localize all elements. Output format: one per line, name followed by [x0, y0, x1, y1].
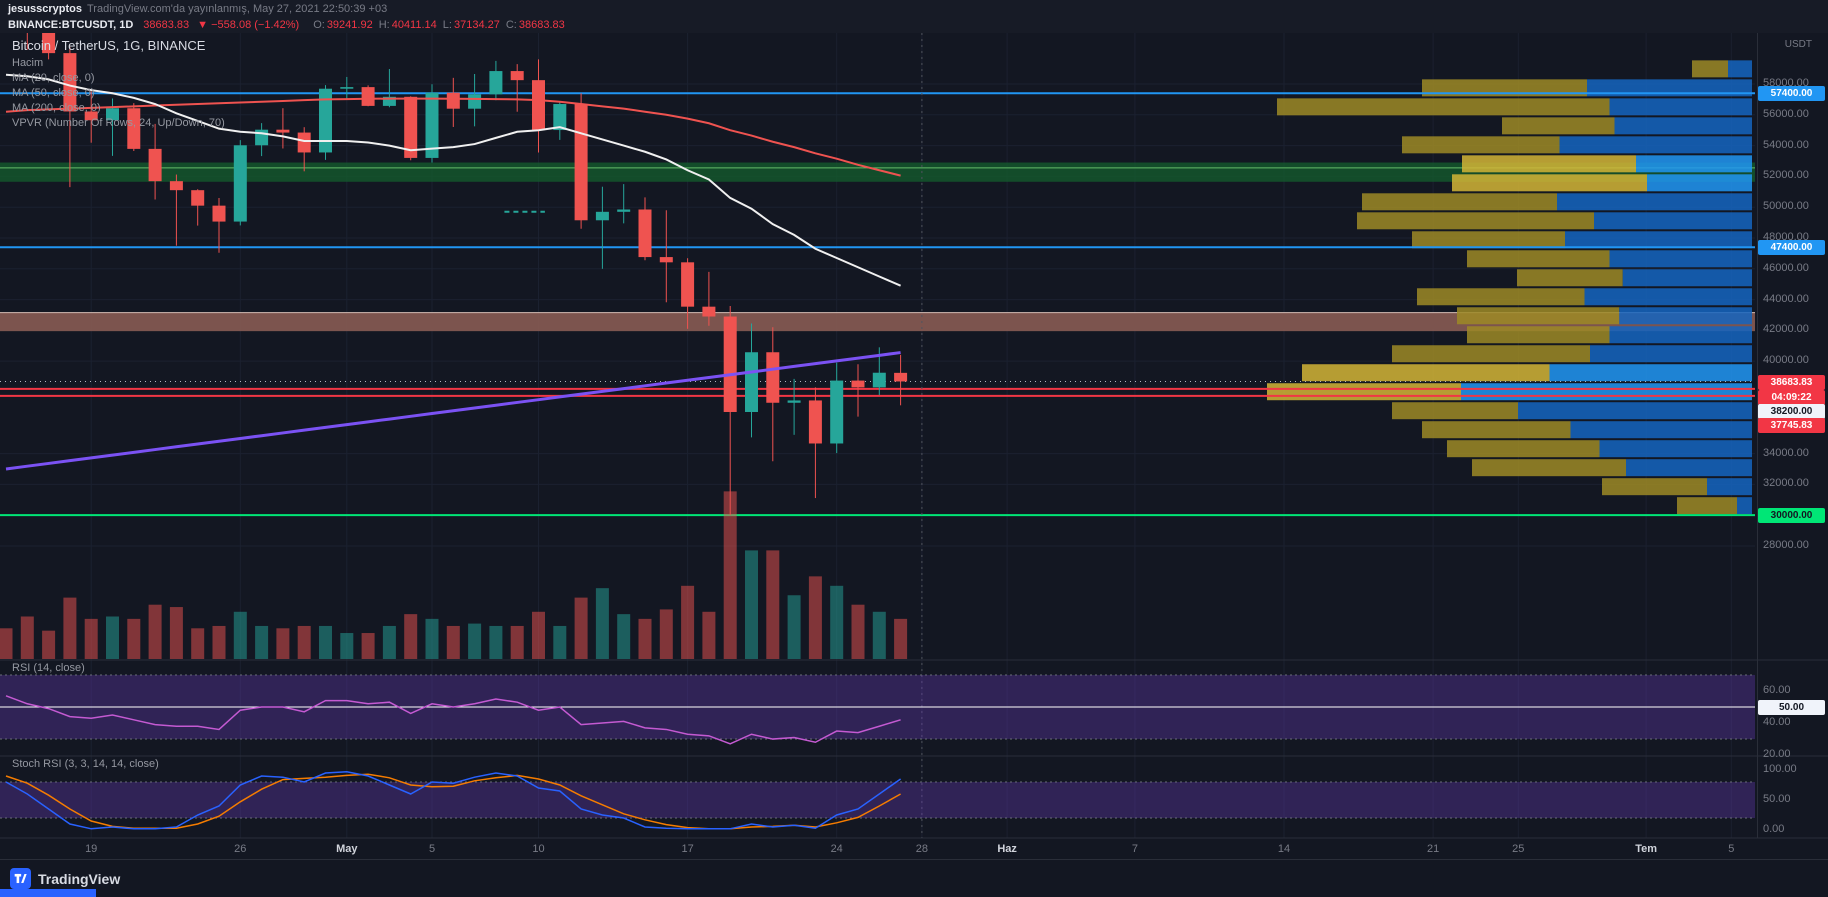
time-tick: Tem: [1635, 843, 1657, 855]
tradingview-logo-text[interactable]: TradingView: [38, 870, 121, 887]
time-tick: Haz: [997, 843, 1017, 855]
rsi-tick: 60.00: [1763, 683, 1791, 696]
price-scale-currency[interactable]: USDT: [1784, 39, 1812, 50]
price-label: 38200.00: [1758, 403, 1825, 419]
price-label: 04:09:22: [1758, 389, 1825, 405]
time-tick: 21: [1426, 843, 1440, 855]
high-value: 40411.14: [391, 19, 437, 31]
close-label: C:: [505, 19, 517, 31]
high-label: H:: [378, 19, 390, 31]
price-tick: 52000.00: [1763, 169, 1809, 182]
rsi-level-label: 50.00: [1758, 699, 1825, 715]
legend-ma50[interactable]: MA (50, close, 0): [12, 87, 95, 99]
rsi-tick: 40.00: [1763, 716, 1791, 729]
legend-ma200[interactable]: MA (200, close, 0): [12, 102, 101, 114]
time-tick: 5: [1728, 843, 1735, 855]
publisher-name[interactable]: jesusscryptos: [8, 2, 82, 15]
open-label: O:: [313, 19, 325, 31]
close-value: 38683.83: [518, 19, 565, 31]
price-tick: 32000.00: [1763, 477, 1809, 490]
time-tick: 28: [915, 843, 929, 855]
time-tick: 19: [85, 843, 98, 855]
time-scale[interactable]: [0, 838, 1757, 859]
price-label: 30000.00: [1758, 507, 1825, 523]
low-value: 37134.27: [453, 19, 500, 31]
time-tick: 10: [532, 843, 545, 855]
legend-vpvr[interactable]: VPVR (Number Of Rows, 24, Up/Down, 70): [12, 117, 225, 129]
price-tick: 44000.00: [1763, 292, 1809, 305]
price-tick: 42000.00: [1763, 323, 1809, 336]
price-label: 47400.00: [1758, 239, 1825, 255]
price-tick: 28000.00: [1763, 538, 1809, 551]
price-tick: 56000.00: [1763, 107, 1809, 120]
time-tick: 7: [1131, 843, 1138, 855]
time-tick: 14: [1277, 843, 1291, 855]
price-tick: 34000.00: [1763, 446, 1809, 459]
stoch-tick: 50.00: [1763, 793, 1791, 805]
low-label: L:: [442, 19, 452, 31]
price-tick: 54000.00: [1763, 138, 1809, 151]
publish-bar: jesusscryptos TradingView.com'da yayınla…: [0, 0, 1828, 17]
time-tick: 17: [681, 843, 694, 855]
time-tick: May: [336, 843, 358, 855]
chart-title[interactable]: Bitcoin / TetherUS, 1G, BINANCE: [12, 38, 206, 53]
price-tick: 46000.00: [1763, 261, 1809, 274]
time-tick: 24: [830, 843, 843, 855]
publish-info: TradingView.com'da yayınlanmış, May 27, …: [86, 2, 388, 15]
time-tick: 25: [1512, 843, 1525, 855]
open-value: 39241.92: [326, 19, 373, 31]
time-tick: 5: [428, 843, 436, 855]
price-label: 38683.83: [1758, 374, 1825, 390]
legend-ma20[interactable]: MA (20, close, 0): [12, 72, 95, 84]
legend-volume[interactable]: Hacim: [12, 57, 44, 69]
footer-bar: TradingView: [0, 859, 1828, 897]
bottom-blue-strip: [0, 889, 96, 897]
tradingview-logo-icon[interactable]: [10, 868, 31, 889]
last-price: 38683.83: [143, 19, 190, 31]
legend-stoch-rsi[interactable]: Stoch RSI (3, 3, 14, 14, close): [12, 758, 159, 770]
stoch-tick: 100.00: [1763, 763, 1797, 775]
price-change: ▼ −558.08 (−1.42%): [197, 19, 300, 31]
time-tick: 26: [234, 843, 247, 855]
price-label: 37745.83: [1758, 417, 1825, 433]
stoch-tick: 0.00: [1763, 823, 1785, 835]
symbol-name[interactable]: BINANCE:BTCUSDT, 1D: [8, 19, 134, 31]
rsi-tick: 20.00: [1763, 748, 1791, 761]
price-label: 57400.00: [1758, 85, 1825, 101]
price-tick: 50000.00: [1763, 200, 1809, 213]
symbol-bar: BINANCE:BTCUSDT, 1D 38683.83 ▼ −558.08 (…: [0, 17, 1828, 33]
legend-rsi[interactable]: RSI (14, close): [12, 662, 85, 674]
price-tick: 40000.00: [1763, 354, 1809, 367]
